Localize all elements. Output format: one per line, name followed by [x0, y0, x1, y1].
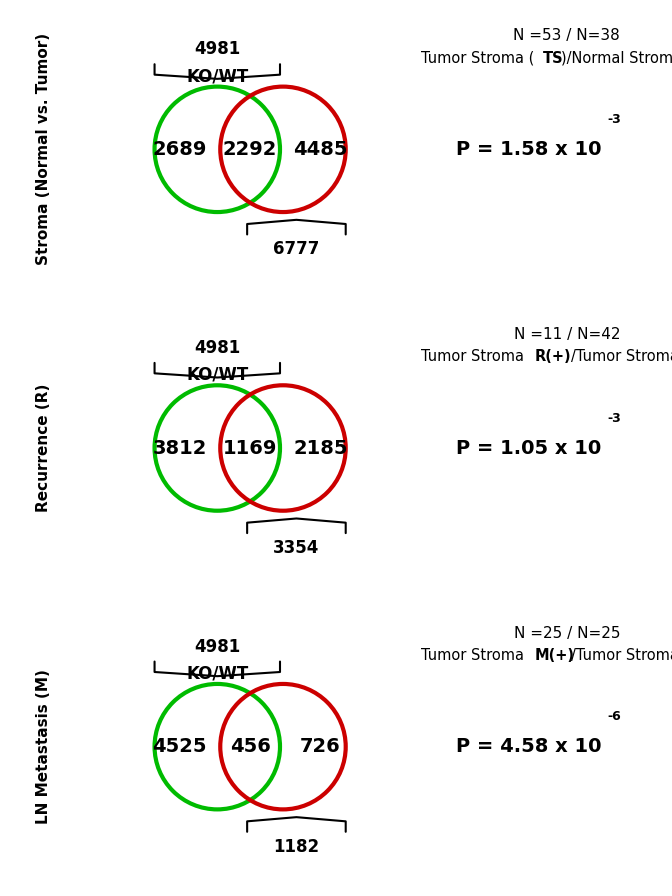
Text: KO/WT: KO/WT	[186, 665, 249, 683]
Text: M(+): M(+)	[534, 648, 575, 663]
Text: 2292: 2292	[223, 140, 278, 159]
Text: 4525: 4525	[153, 737, 207, 756]
Text: 4981: 4981	[194, 339, 241, 357]
Text: 4485: 4485	[294, 140, 348, 159]
Text: -6: -6	[607, 711, 621, 723]
Text: 456: 456	[230, 737, 271, 756]
Text: TS: TS	[543, 51, 564, 65]
Text: /Tumor Stroma: /Tumor Stroma	[571, 648, 672, 663]
Text: KO/WT: KO/WT	[186, 67, 249, 85]
Text: Tumor Stroma (: Tumor Stroma (	[421, 51, 534, 65]
Text: R(+): R(+)	[534, 349, 571, 365]
Text: LN Metastasis (M): LN Metastasis (M)	[36, 669, 51, 824]
Text: 6777: 6777	[274, 240, 320, 258]
Text: 1169: 1169	[223, 438, 278, 458]
Text: Recurrence (R): Recurrence (R)	[36, 383, 51, 513]
Text: 4981: 4981	[194, 40, 241, 58]
Text: 2185: 2185	[294, 438, 348, 458]
Text: -3: -3	[607, 113, 621, 126]
Text: N =11 / N=42: N =11 / N=42	[513, 327, 620, 342]
Text: -3: -3	[607, 411, 621, 425]
Text: 1182: 1182	[274, 838, 319, 856]
Text: N =53 / N=38: N =53 / N=38	[513, 29, 620, 43]
Text: 2689: 2689	[153, 140, 207, 159]
Text: Tumor Stroma: Tumor Stroma	[421, 648, 528, 663]
Text: Tumor Stroma: Tumor Stroma	[421, 349, 528, 365]
Text: )/Normal Stroma (: )/Normal Stroma (	[562, 51, 672, 65]
Text: 4981: 4981	[194, 638, 241, 656]
Text: N =25 / N=25: N =25 / N=25	[513, 625, 620, 641]
Text: 3354: 3354	[274, 539, 320, 557]
Text: P = 4.58 x 10: P = 4.58 x 10	[456, 737, 601, 756]
Text: P = 1.05 x 10: P = 1.05 x 10	[456, 438, 601, 458]
Text: 726: 726	[300, 737, 341, 756]
Text: P = 1.58 x 10: P = 1.58 x 10	[456, 140, 601, 159]
Text: 3812: 3812	[153, 438, 207, 458]
Text: KO/WT: KO/WT	[186, 366, 249, 383]
Text: /Tumor Stroma: /Tumor Stroma	[571, 349, 672, 365]
Text: Stroma (Normal vs. Tumor): Stroma (Normal vs. Tumor)	[36, 33, 51, 265]
